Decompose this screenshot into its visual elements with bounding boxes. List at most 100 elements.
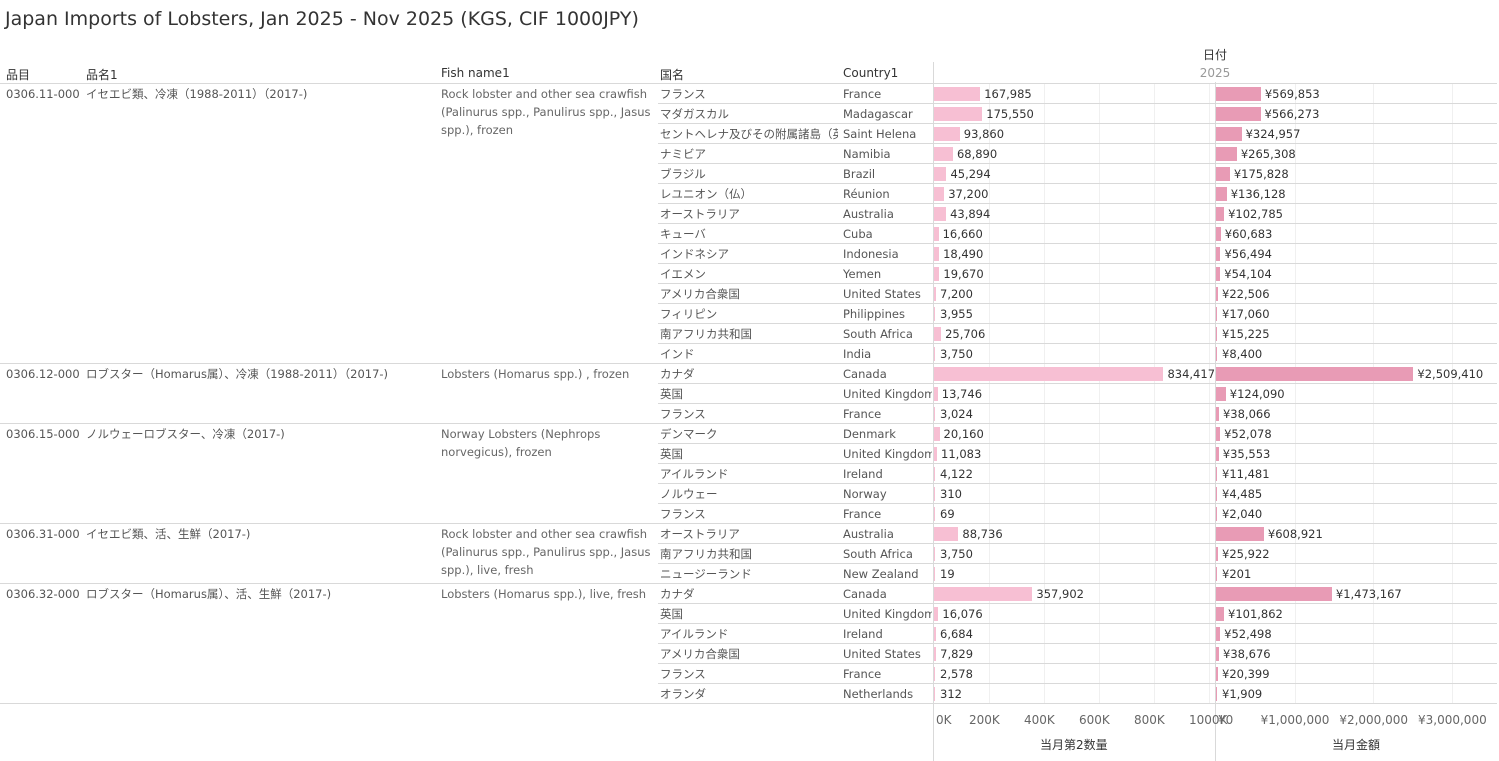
fish-name: Norway Lobsters (Nephrops norvegicus), f… [441, 427, 601, 459]
amount-bar[interactable] [1216, 467, 1217, 481]
qty-value-label: 4,122 [940, 467, 973, 481]
amount-bar[interactable] [1216, 267, 1221, 281]
qty-bar[interactable] [934, 87, 981, 101]
qty-value-label: 43,894 [950, 207, 991, 221]
qty-bar[interactable] [934, 487, 935, 501]
qty-bar[interactable] [934, 107, 983, 121]
qty-bar[interactable] [934, 187, 945, 201]
qty-bar[interactable] [934, 327, 942, 341]
qty-bar[interactable] [934, 467, 936, 481]
qty-bar[interactable] [934, 607, 939, 621]
amount-bar[interactable] [1216, 667, 1218, 681]
country-jp: セントヘレナ及びその附属諸島（英.. [660, 127, 838, 141]
amount-value-label: ¥22,506 [1222, 287, 1270, 301]
amount-bar[interactable] [1216, 287, 1218, 301]
country-jp: フランス [660, 667, 706, 681]
amount-bar[interactable] [1216, 347, 1217, 361]
qty-bar[interactable] [934, 127, 960, 141]
amount-bar[interactable] [1216, 387, 1226, 401]
amount-bar[interactable] [1216, 507, 1217, 521]
country-en: France [843, 667, 882, 681]
amount-bar[interactable] [1216, 367, 1414, 381]
qty-bar[interactable] [934, 427, 940, 441]
country-en: Ireland [843, 467, 883, 481]
qty-bar[interactable] [934, 307, 936, 321]
qty-bar[interactable] [934, 447, 938, 461]
qty-bar[interactable] [934, 207, 947, 221]
row-divider [658, 143, 1497, 144]
qty-bar[interactable] [934, 267, 940, 281]
amount-bar[interactable] [1216, 107, 1261, 121]
row-divider [658, 323, 1497, 324]
amount-bar[interactable] [1216, 307, 1218, 321]
qty-bar[interactable] [934, 667, 935, 681]
qty-bar[interactable] [934, 547, 936, 561]
row-divider [658, 383, 1497, 384]
qty-bar[interactable] [934, 167, 947, 181]
amount-bar[interactable] [1216, 227, 1221, 241]
column-header-fish-name[interactable]: Fish name1 [441, 66, 510, 80]
amount-bar[interactable] [1216, 87, 1261, 101]
item-code: 0306.32-000 [6, 587, 80, 601]
qty-bar[interactable] [934, 567, 935, 581]
qty-gridline [989, 84, 990, 704]
amount-bar[interactable] [1216, 327, 1218, 341]
country-jp: フランス [660, 87, 706, 101]
amount-bar[interactable] [1216, 527, 1264, 541]
amount-bar[interactable] [1216, 147, 1237, 161]
amount-bar[interactable] [1216, 647, 1220, 661]
item-name-jp: ノルウェーロブスター、冷凍（2017-) [86, 427, 285, 441]
qty-bar[interactable] [934, 387, 938, 401]
amount-bar[interactable] [1216, 247, 1221, 261]
qty-bar[interactable] [934, 507, 935, 521]
column-header-code[interactable]: 品目 [6, 68, 31, 82]
amount-bar[interactable] [1216, 547, 1219, 561]
qty-gridline [1154, 84, 1155, 704]
qty-bar[interactable] [934, 627, 936, 641]
column-header-country-en[interactable]: Country1 [843, 66, 899, 80]
amount-bar[interactable] [1216, 487, 1217, 501]
country-jp: オーストラリア [660, 207, 740, 221]
qty-gridline [1044, 84, 1045, 704]
amount-bar[interactable] [1216, 587, 1332, 601]
qty-bar[interactable] [934, 687, 935, 701]
row-divider [658, 643, 1497, 644]
amount-bar[interactable] [1216, 407, 1219, 421]
amount-value-label: ¥52,498 [1224, 627, 1272, 641]
amount-bar[interactable] [1216, 687, 1217, 701]
qty-bar[interactable] [934, 287, 936, 301]
column-header-name-jp[interactable]: 品名1 [86, 68, 118, 82]
country-jp: アイルランド [660, 627, 729, 641]
amount-bar[interactable] [1216, 207, 1225, 221]
amount-bar[interactable] [1216, 607, 1224, 621]
qty-bar[interactable] [934, 647, 937, 661]
qty-value-label: 3,750 [940, 547, 973, 561]
amount-bar[interactable] [1216, 627, 1221, 641]
amount-bar[interactable] [1216, 187, 1227, 201]
qty-bar[interactable] [934, 587, 1033, 601]
country-en: Denmark [843, 427, 896, 441]
row-divider [658, 663, 1497, 664]
column-header-country-jp[interactable]: 国名 [660, 68, 685, 82]
qty-bar[interactable] [934, 367, 1164, 381]
amount-bar[interactable] [1216, 127, 1242, 141]
qty-bar[interactable] [934, 527, 959, 541]
qty-bar[interactable] [934, 147, 953, 161]
country-en: Australia [843, 207, 894, 221]
amount-bar[interactable] [1216, 427, 1221, 441]
amount-bar[interactable] [1216, 447, 1219, 461]
amount-bar[interactable] [1216, 167, 1230, 181]
qty-gridline [1209, 84, 1210, 704]
amount-bar[interactable] [1216, 567, 1217, 581]
qty-value-label: 25,706 [945, 327, 986, 341]
amount-value-label: ¥124,090 [1229, 387, 1285, 401]
qty-bar[interactable] [934, 227, 939, 241]
item-name-jp: イセエビ類、活、生鮮（2017-) [86, 527, 251, 541]
row-divider [658, 123, 1497, 124]
country-en: Brazil [843, 167, 876, 181]
qty-value-label: 19,670 [943, 267, 984, 281]
country-jp: 英国 [660, 387, 683, 401]
qty-bar[interactable] [934, 407, 935, 421]
qty-bar[interactable] [934, 247, 940, 261]
qty-bar[interactable] [934, 347, 936, 361]
